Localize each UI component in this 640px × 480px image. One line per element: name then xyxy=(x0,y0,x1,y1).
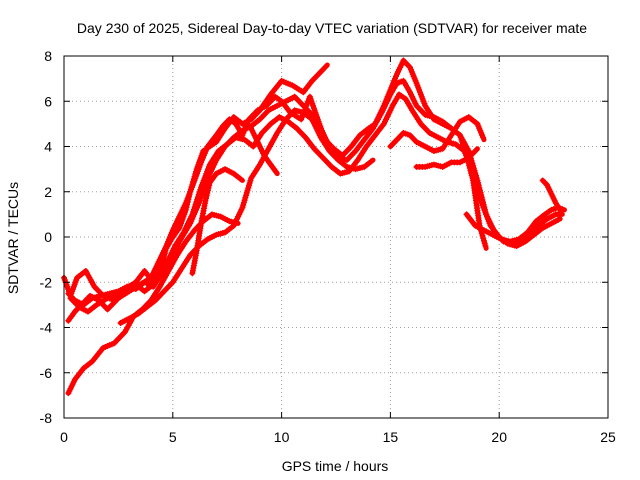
y-tick-label: 4 xyxy=(44,139,52,155)
series-pass7 xyxy=(189,166,245,277)
series-pass8 xyxy=(248,125,280,177)
x-tick-label: 25 xyxy=(600,429,616,445)
series-pass12 xyxy=(539,177,563,213)
y-tick-label: -2 xyxy=(40,274,53,290)
data-point xyxy=(272,168,279,175)
series-pass11 xyxy=(463,204,567,245)
data-point xyxy=(554,217,561,224)
y-tick-label: 0 xyxy=(44,229,52,245)
data-point xyxy=(237,175,244,182)
y-tick-label: 8 xyxy=(44,48,52,64)
data-point xyxy=(480,134,487,141)
data-point xyxy=(322,63,329,70)
y-tick-label: 6 xyxy=(44,93,52,109)
y-axis-label: SDTVAR / TECUs xyxy=(5,182,21,294)
x-tick-label: 0 xyxy=(60,429,68,445)
data-point xyxy=(555,204,562,211)
x-tick-label: 20 xyxy=(491,429,507,445)
series-pass10 xyxy=(387,114,487,155)
y-tick-label: -6 xyxy=(40,365,53,381)
series-pass6 xyxy=(117,107,376,326)
y-tick-label: 2 xyxy=(44,184,52,200)
data-point xyxy=(482,242,489,249)
y-tick-label: -8 xyxy=(40,410,53,426)
series-pass4 xyxy=(65,91,563,308)
data-point xyxy=(557,211,564,218)
x-tick-label: 15 xyxy=(383,429,399,445)
axes: 0 5 10 15 20 25 -8 -6 -4 -2 0 2 4 6 8 xyxy=(40,48,616,445)
x-tick-label: 5 xyxy=(169,429,177,445)
data-point xyxy=(472,147,479,154)
data-point xyxy=(367,158,374,165)
y-tick-label: -4 xyxy=(40,320,53,336)
series-pass9 xyxy=(413,146,480,170)
x-tick-label: 10 xyxy=(274,429,290,445)
x-axis-label: GPS time / hours xyxy=(282,458,389,474)
chart-title: Day 230 of 2025, Sidereal Day-to-day VTE… xyxy=(77,20,587,36)
data-series xyxy=(61,57,567,397)
